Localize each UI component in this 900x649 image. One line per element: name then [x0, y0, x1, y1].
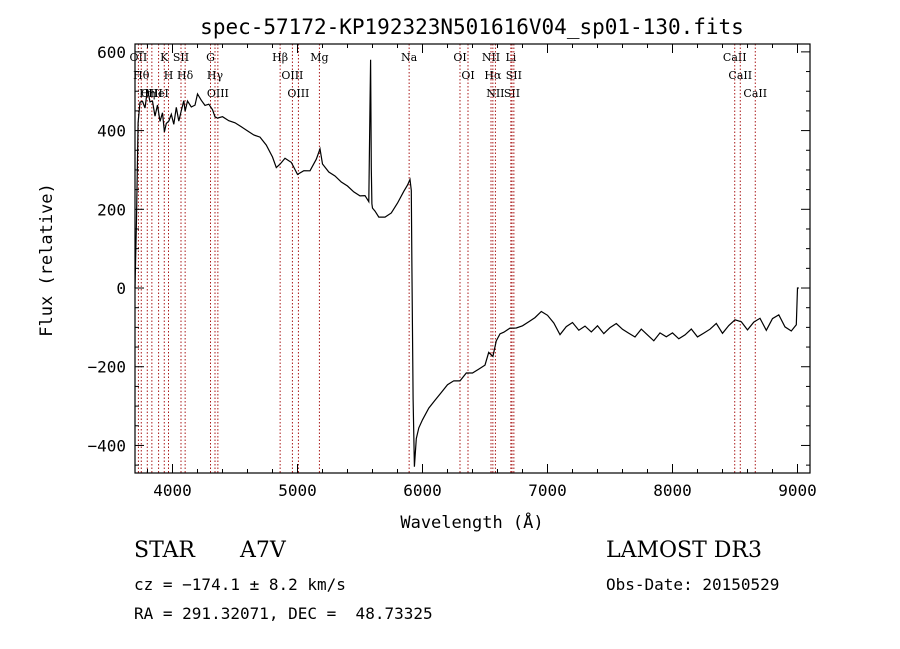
y-tick-label: −400 — [87, 436, 126, 455]
y-axis-label: Flux (relative) — [37, 183, 57, 337]
marker-label: Na — [401, 51, 418, 64]
survey-name: LAMOST DR3 — [606, 538, 762, 563]
marker-label: NII — [486, 87, 504, 100]
x-axis-label: Wavelength (Å) — [400, 511, 543, 533]
object-subclass: A7V — [240, 538, 286, 563]
y-tick-label: −200 — [87, 358, 126, 377]
marker-label: Hθ — [133, 69, 150, 82]
x-tick-label: 4000 — [153, 481, 192, 500]
spectrum-line — [134, 59, 799, 467]
marker-label: OIII — [207, 87, 229, 100]
marker-label: SII — [506, 69, 522, 82]
object-class: STAR — [134, 538, 195, 563]
y-tick-label: 400 — [97, 122, 126, 141]
x-tick-label: 8000 — [653, 481, 692, 500]
marker-label: OIII — [281, 69, 303, 82]
marker-label: HeI — [148, 87, 168, 100]
x-tick-label: 5000 — [278, 481, 317, 500]
x-tick-label: 9000 — [778, 481, 817, 500]
marker-label: NII — [482, 51, 500, 64]
y-tick-label: 0 — [116, 279, 126, 298]
obs-date: Obs-Date: 20150529 — [606, 575, 780, 594]
marker-label: Hα — [484, 69, 502, 82]
marker-label: Mg — [310, 51, 328, 64]
coordinates: RA = 291.32071, DEC = 48.73325 — [134, 604, 433, 623]
marker-label: OIII — [287, 87, 309, 100]
marker-label: Hγ — [207, 69, 224, 82]
marker-label: Hβ — [272, 51, 288, 64]
marker-label: CaII — [723, 51, 747, 64]
marker-label: G — [206, 51, 215, 64]
plot-frame — [134, 43, 811, 474]
marker-label: OI — [461, 69, 474, 82]
redshift-cz: cz = −174.1 ± 8.2 km/s — [134, 575, 346, 594]
chart-title: spec-57172-KP192323N501616V04_sp01-130.f… — [200, 15, 744, 39]
marker-label: SII — [173, 51, 189, 64]
marker-label: CaII — [743, 87, 767, 100]
x-tick-label: 7000 — [528, 481, 567, 500]
y-tick-label: 600 — [97, 43, 126, 62]
marker-label: Hδ — [177, 69, 194, 82]
marker-label: SII — [504, 87, 520, 100]
axes: 4000 5000 6000 7000 8000 9000 −400 −200 0 200 400 6… — [87, 43, 816, 500]
marker-label: H — [164, 69, 174, 82]
marker-label: CaII — [728, 69, 752, 82]
spectral-line-markers: OIIHθHηOIIIHeIKHSIIHδGHγOIIIHβOIIIOIIIMg… — [130, 44, 767, 473]
marker-label: K — [160, 51, 169, 64]
y-tick-label: 200 — [97, 200, 126, 219]
x-tick-label: 6000 — [403, 481, 442, 500]
marker-label: OII — [130, 51, 148, 64]
marker-label: OI — [453, 51, 466, 64]
marker-label: Li — [505, 51, 516, 64]
